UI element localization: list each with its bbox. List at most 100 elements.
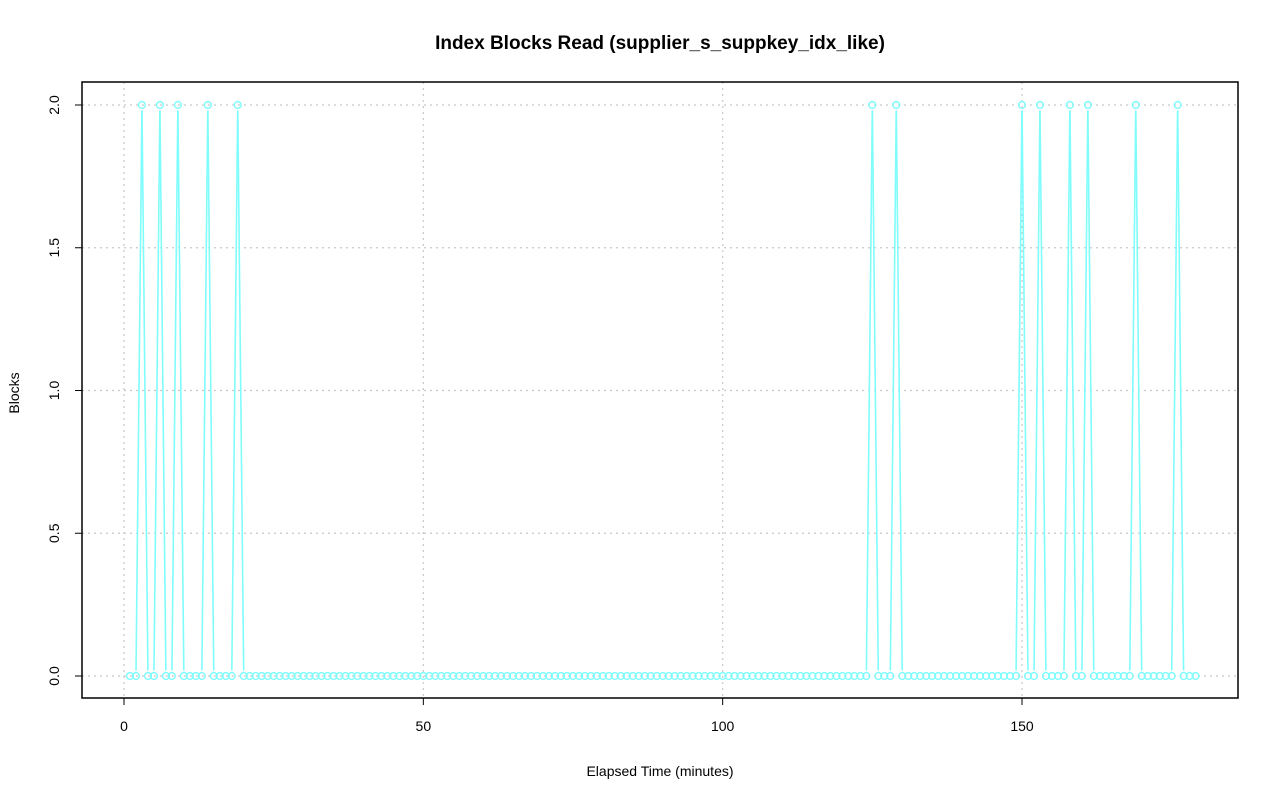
data-point xyxy=(257,671,266,681)
data-point xyxy=(664,671,673,681)
data-point xyxy=(143,671,153,681)
data-point xyxy=(772,671,781,681)
data-point xyxy=(820,671,829,681)
data-point xyxy=(263,671,272,681)
data-point xyxy=(497,671,506,681)
data-point xyxy=(509,671,518,681)
data-point xyxy=(987,671,997,681)
data-point xyxy=(1161,671,1170,681)
data-point xyxy=(1077,671,1086,681)
data-point xyxy=(568,671,578,681)
series-segment xyxy=(159,110,167,671)
data-point xyxy=(904,671,913,681)
data-point xyxy=(826,671,835,681)
data-point xyxy=(958,671,967,681)
data-point xyxy=(287,671,296,681)
series-segment xyxy=(237,110,245,671)
data-point xyxy=(521,671,530,681)
data-point xyxy=(952,671,961,681)
data-point xyxy=(419,671,428,681)
data-point xyxy=(449,671,458,681)
data-point xyxy=(580,671,590,681)
data-point xyxy=(682,671,691,681)
data-point xyxy=(389,671,398,681)
data-point xyxy=(185,671,194,681)
series-segment xyxy=(1135,110,1143,671)
data-point xyxy=(940,671,949,681)
data-point xyxy=(221,671,230,681)
data-point xyxy=(856,671,865,681)
data-point xyxy=(760,671,769,681)
series-segment xyxy=(1170,110,1179,671)
data-point xyxy=(317,671,326,681)
series-points xyxy=(125,100,1200,681)
data-point xyxy=(544,671,554,681)
data-point xyxy=(802,671,811,681)
data-point xyxy=(880,671,889,681)
data-point xyxy=(1047,671,1057,681)
data-point xyxy=(1119,671,1128,681)
data-point xyxy=(832,671,841,681)
data-point xyxy=(425,671,434,681)
chart-title: Index Blocks Read (supplier_s_suppkey_id… xyxy=(435,33,885,54)
series-segment xyxy=(1081,110,1089,671)
data-point xyxy=(173,100,182,110)
data-point xyxy=(233,100,242,110)
data-point xyxy=(538,671,548,681)
data-point xyxy=(634,671,643,681)
data-point xyxy=(467,671,476,681)
data-point xyxy=(311,671,320,681)
y-tick-label: 2.0 xyxy=(46,95,62,115)
data-point xyxy=(676,671,685,681)
data-point xyxy=(209,671,218,681)
y-axis: 0.0 0.5 1.0 1.5 2.0 xyxy=(46,95,83,686)
data-point xyxy=(161,671,171,681)
series-segment xyxy=(207,110,215,671)
data-point xyxy=(975,671,985,681)
data-point xyxy=(778,671,787,681)
data-point xyxy=(784,671,793,681)
data-point xyxy=(1053,671,1063,681)
data-point xyxy=(670,671,679,681)
series-segment xyxy=(177,110,185,671)
data-point xyxy=(179,671,188,681)
data-point xyxy=(916,671,925,681)
data-point xyxy=(371,671,380,681)
data-point xyxy=(383,671,392,681)
data-point xyxy=(1113,671,1122,681)
y-tick-label: 0.0 xyxy=(46,666,62,686)
data-point xyxy=(503,671,512,681)
data-point xyxy=(239,671,248,681)
series-segment xyxy=(895,110,904,671)
data-point xyxy=(898,671,907,681)
x-axis-label: Elapsed Time (minutes) xyxy=(586,763,733,779)
data-point xyxy=(203,100,212,110)
data-point xyxy=(1011,671,1021,681)
data-point xyxy=(1107,671,1116,681)
data-point xyxy=(922,671,931,681)
series-segment xyxy=(141,110,149,671)
y-tick-label: 1.0 xyxy=(46,381,62,401)
data-point xyxy=(616,671,625,681)
data-point xyxy=(646,671,655,681)
data-point xyxy=(886,671,895,681)
y-tick-label: 1.5 xyxy=(46,238,62,258)
data-point xyxy=(137,100,147,110)
data-point xyxy=(155,100,165,110)
data-point xyxy=(167,671,176,681)
data-point xyxy=(359,671,368,681)
data-point xyxy=(1131,100,1140,110)
data-point xyxy=(814,671,823,681)
series-segment xyxy=(1129,110,1137,671)
data-point xyxy=(640,671,649,681)
data-point xyxy=(323,671,332,681)
data-point xyxy=(928,671,937,681)
series-segment xyxy=(865,110,874,671)
data-point xyxy=(754,671,763,681)
data-point xyxy=(718,671,727,681)
data-point xyxy=(550,671,560,681)
data-point xyxy=(742,671,751,681)
data-point xyxy=(730,671,739,681)
data-point xyxy=(485,671,494,681)
